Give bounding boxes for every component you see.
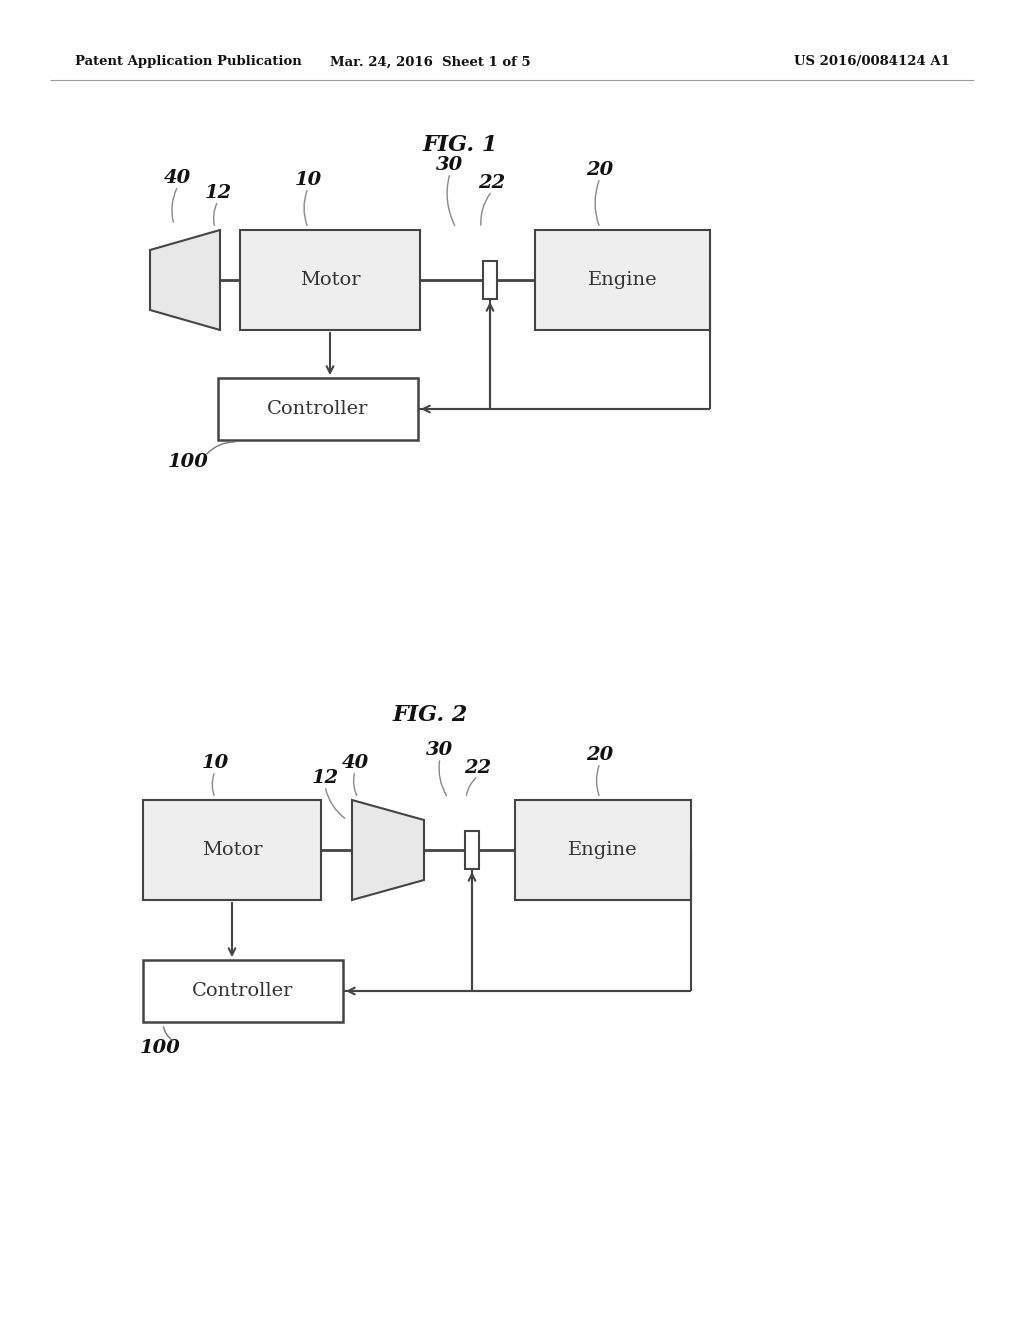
Text: 30: 30: [436, 156, 464, 174]
Text: Engine: Engine: [568, 841, 638, 859]
Text: FIG. 2: FIG. 2: [392, 704, 468, 726]
Text: Mar. 24, 2016  Sheet 1 of 5: Mar. 24, 2016 Sheet 1 of 5: [330, 55, 530, 69]
Polygon shape: [150, 230, 220, 330]
Text: Controller: Controller: [267, 400, 369, 418]
Polygon shape: [352, 800, 424, 900]
Text: 10: 10: [294, 172, 322, 189]
Text: 30: 30: [426, 741, 454, 759]
Text: Controller: Controller: [193, 982, 294, 1001]
Text: US 2016/0084124 A1: US 2016/0084124 A1: [795, 55, 950, 69]
Text: 20: 20: [587, 161, 613, 180]
Text: 100: 100: [139, 1039, 180, 1057]
Text: 10: 10: [202, 754, 228, 772]
Bar: [515, 800, 691, 900]
Text: Motor: Motor: [202, 841, 262, 859]
Text: 12: 12: [311, 770, 339, 787]
Text: 22: 22: [464, 759, 492, 777]
Bar: [240, 230, 420, 330]
Bar: [143, 800, 321, 900]
Bar: [465, 832, 479, 869]
Text: 40: 40: [165, 169, 191, 187]
Text: FIG. 1: FIG. 1: [422, 135, 498, 156]
Text: 12: 12: [205, 183, 231, 202]
Text: 22: 22: [478, 174, 506, 191]
Text: 100: 100: [168, 453, 209, 471]
Bar: [218, 378, 418, 440]
Bar: [483, 261, 497, 300]
Text: Patent Application Publication: Patent Application Publication: [75, 55, 302, 69]
Bar: [535, 230, 710, 330]
Text: Engine: Engine: [588, 271, 657, 289]
Text: Motor: Motor: [300, 271, 360, 289]
Text: 20: 20: [587, 746, 613, 764]
Text: 40: 40: [341, 754, 369, 772]
Bar: [143, 960, 343, 1022]
